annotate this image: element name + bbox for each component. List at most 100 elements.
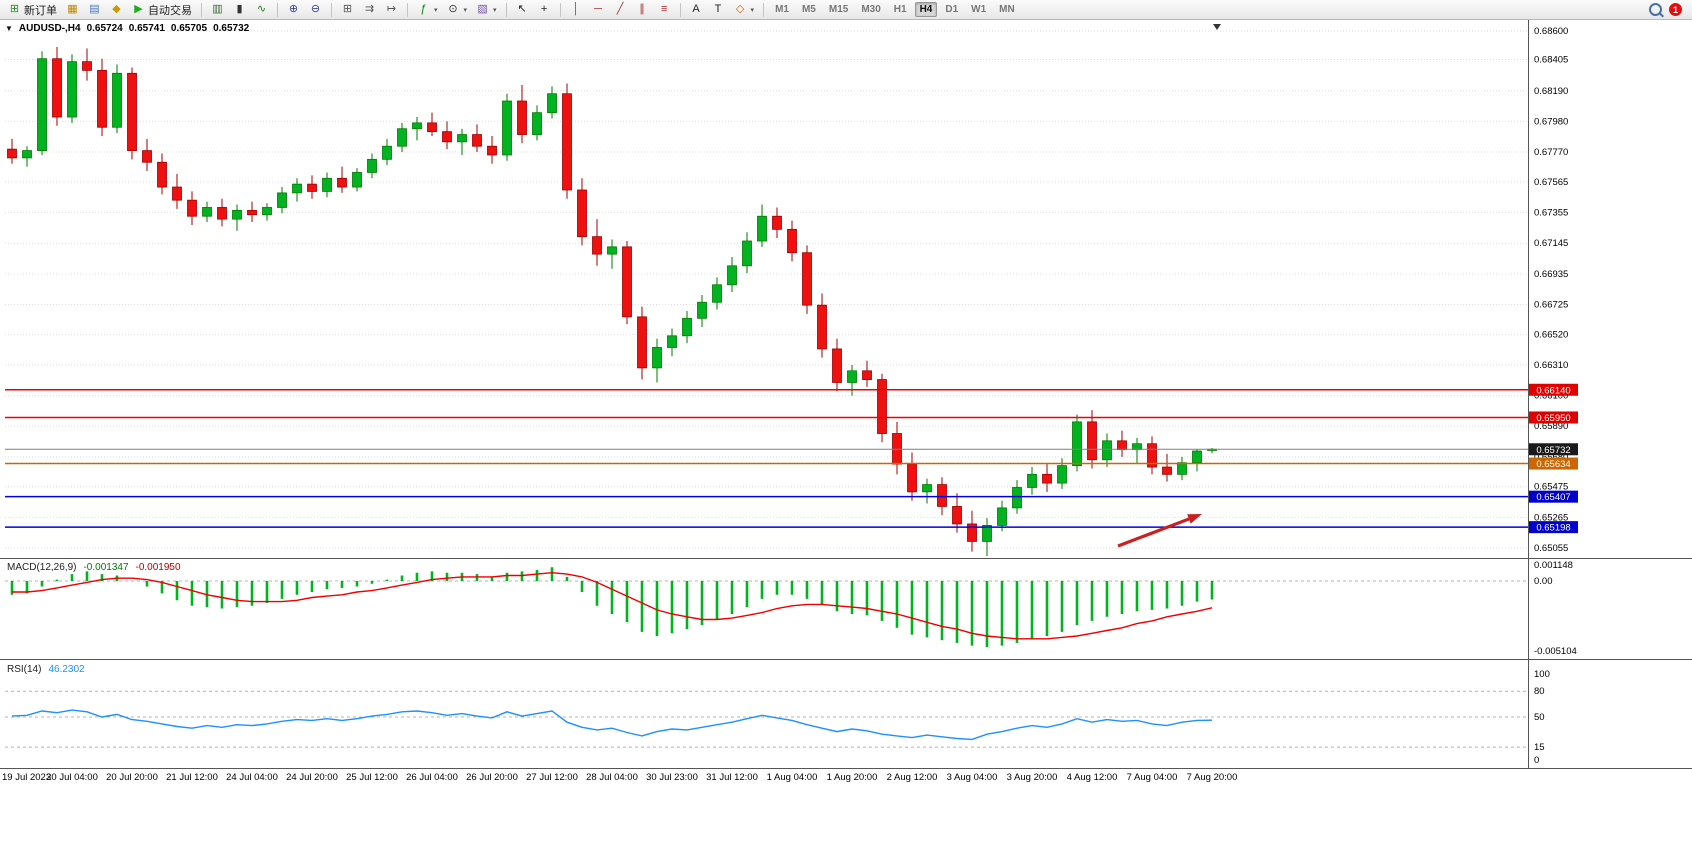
crosshair-button[interactable]: + (534, 0, 555, 20)
price-chart[interactable]: 0.68600 0.68405 0.68190 0.67980 0.67770 0.675… (0, 20, 1692, 849)
candle (352, 172, 362, 188)
candle (1192, 450, 1202, 464)
candle (562, 93, 572, 191)
candlestick-button[interactable]: ▮ (229, 0, 250, 20)
search-icon[interactable] (1649, 3, 1662, 16)
text-label-button[interactable]: T (708, 0, 729, 20)
price-tag (1529, 383, 1578, 396)
periods-icon: ⊙ (448, 3, 458, 15)
metaeditor-button[interactable]: ◆ (106, 0, 127, 20)
candle (967, 523, 977, 542)
autotrading-button-label: 自动交易 (148, 4, 192, 17)
candles-layer (7, 47, 1217, 557)
toolbar-right: 1 (1649, 3, 1688, 16)
zoom-in-button[interactable]: ⊕ (283, 0, 304, 20)
templates-button[interactable]: ▧ ▾ (472, 0, 501, 20)
bar-chart-button[interactable]: ▥ (207, 0, 228, 20)
candle (832, 348, 842, 383)
trendline-button[interactable]: ╱ (610, 0, 631, 20)
candle (262, 207, 272, 216)
rsi-name: RSI(14) (7, 664, 42, 675)
cursor-button[interactable]: ↖ (512, 0, 533, 20)
horizontal-line-icon: ─ (594, 3, 602, 15)
time-axis-label: 30 Jul 23:00 (646, 772, 698, 783)
line-chart-button[interactable]: ∿ (251, 0, 272, 20)
tile-windows-icon: ⊞ (342, 3, 353, 15)
candle (232, 209, 242, 220)
macd-axis-label: 0.00 (1534, 576, 1553, 587)
candle (442, 131, 452, 143)
rsi-axis-label: 50 (1534, 712, 1545, 723)
notification-badge[interactable]: 1 (1669, 3, 1682, 16)
horizontal-line-button[interactable]: ─ (588, 0, 609, 20)
zoom-out-button[interactable]: ⊖ (305, 0, 326, 20)
autotrading-button[interactable]: ▶ 自动交易 (128, 0, 196, 20)
tile-windows-button[interactable]: ⊞ (337, 0, 358, 20)
candle (367, 158, 377, 173)
fibonacci-icon: ≡ (660, 3, 668, 15)
candle (322, 177, 332, 192)
cursor-icon: ↖ (517, 3, 527, 15)
periods-button[interactable]: ⊙ ▾ (443, 0, 472, 20)
timeframe-mn[interactable]: MN (999, 4, 1015, 15)
timeframe-d1[interactable]: D1 (945, 4, 959, 15)
timeframe-h1[interactable]: H1 (893, 4, 907, 15)
price-axis-label: 0.66100 (1534, 391, 1568, 402)
time-axis-label: 4 Aug 12:00 (1067, 772, 1118, 783)
price-axis[interactable]: 0.68600 0.68405 0.68190 0.67980 0.67770 0.675… (1534, 26, 1568, 554)
candle (937, 484, 947, 507)
channel-button[interactable]: ∥ (632, 0, 653, 20)
one-click-trading-toggle[interactable]: ▼ (5, 24, 13, 33)
shapes-button[interactable]: ◇ ▾ (730, 0, 759, 20)
candle (187, 199, 197, 217)
candle (1027, 473, 1037, 488)
candle (952, 506, 962, 525)
arrow-annotation[interactable] (1117, 514, 1202, 548)
fibonacci-button[interactable]: ≡ (654, 0, 675, 20)
candle (847, 370, 857, 383)
price-axis-label: 0.65475 (1534, 482, 1568, 493)
crosshair-icon: + (540, 3, 548, 15)
time-axis-label: 19 Jul 2023 (2, 772, 51, 783)
zoom-out-icon: ⊖ (310, 3, 321, 15)
macd-name: MACD(12,26,9) (7, 562, 77, 573)
price-tag (1529, 411, 1578, 424)
timeframe-h4[interactable]: H4 (914, 2, 938, 17)
indicators-button[interactable]: ƒ ▾ (413, 0, 442, 20)
candle (127, 72, 137, 151)
price-tag-label: 0.65732 (1536, 445, 1570, 456)
rsi-line (11, 709, 1213, 741)
vertical-line-button[interactable]: │ (566, 0, 587, 20)
price-tag-label: 0.65634 (1536, 459, 1570, 470)
text-button[interactable]: A (686, 0, 707, 20)
timeframe-w1[interactable]: W1 (971, 4, 987, 15)
price-axis-label: 0.66310 (1534, 360, 1568, 371)
candle (922, 484, 932, 493)
timeframe-m1[interactable]: M1 (775, 4, 789, 15)
macd-panel: 0.001148 0.00 -0.005104 (5, 560, 1577, 657)
timeframe-m15[interactable]: M15 (828, 4, 849, 15)
horizontal-lines (5, 389, 1528, 528)
timeframe-m5[interactable]: M5 (801, 4, 816, 15)
macd-axis-label: -0.005104 (1534, 646, 1577, 657)
candle (1147, 443, 1157, 468)
metaeditor-icon: ◆ (112, 3, 121, 15)
text-icon: A (692, 3, 700, 15)
chevron-down-icon: ▾ (434, 6, 438, 14)
time-axis-label: 1 Aug 04:00 (767, 772, 818, 783)
candle (742, 240, 752, 267)
time-axis-label: 21 Jul 12:00 (166, 772, 218, 783)
profiles-button[interactable]: ▤ (84, 0, 105, 20)
new-order-button[interactable]: ⊞ 新订单 (4, 0, 61, 20)
new-chart-button[interactable]: ▦ (62, 0, 83, 20)
bar-chart-icon: ▥ (212, 3, 223, 15)
time-axis-label: 2 Aug 12:00 (887, 772, 938, 783)
price-tag-label: 0.66140 (1536, 385, 1570, 396)
macd-signal-value: -0.001950 (135, 562, 181, 573)
price-tag (1529, 443, 1578, 456)
chart-shift-button[interactable]: ↦ (381, 0, 402, 20)
auto-scroll-button[interactable]: ⇉ (359, 0, 380, 20)
timeframe-m30[interactable]: M30 (861, 4, 881, 15)
price-axis-label: 0.68190 (1534, 86, 1568, 97)
